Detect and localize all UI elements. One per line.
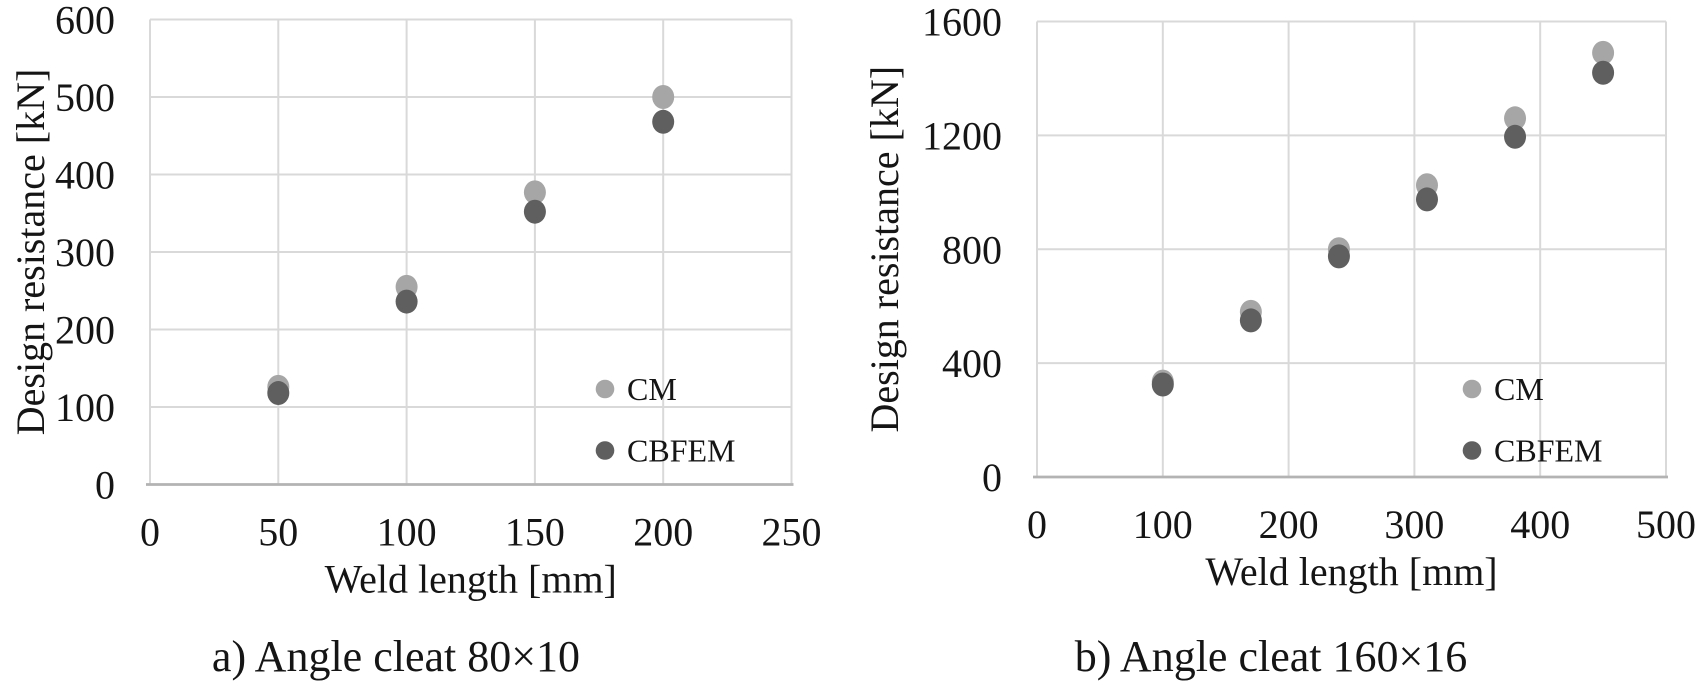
y-axis-title: Design resistance [kN] [8, 69, 53, 436]
legend-label-cm: CM [627, 371, 677, 407]
y-tick-label: 500 [55, 75, 115, 120]
y-tick-label: 100 [55, 385, 115, 430]
x-tick-label: 0 [140, 510, 160, 555]
y-tick-label: 600 [55, 0, 115, 43]
legend-marker-cm [595, 379, 615, 399]
data-point-cbfem [1592, 60, 1615, 85]
x-tick-label: 300 [1384, 502, 1444, 547]
data-point-cbfem [1327, 244, 1350, 269]
data-point-cbfem [267, 381, 290, 406]
data-point-cbfem [395, 289, 418, 314]
caption-chart-b: b) Angle cleat 160×16 [1074, 632, 1468, 681]
data-point-cbfem [1151, 372, 1174, 397]
data-point-cbfem [652, 109, 675, 134]
y-tick-label: 400 [55, 153, 115, 198]
x-tick-label: 200 [1259, 502, 1319, 547]
legend-label-cm: CM [1494, 371, 1544, 407]
legend-marker-cbfem [1462, 441, 1482, 460]
x-axis-title: Weld length [mm] [1205, 549, 1497, 594]
x-tick-label: 500 [1636, 502, 1696, 547]
data-point-cbfem [1415, 187, 1438, 212]
legend-label-cbfem: CBFEM [627, 433, 735, 469]
x-tick-label: 250 [762, 510, 822, 555]
y-tick-label: 400 [942, 341, 1002, 386]
y-tick-label: 300 [55, 230, 115, 275]
x-tick-label: 200 [633, 510, 693, 555]
legend-label-cbfem: CBFEM [1494, 433, 1602, 469]
legend-marker-cm [1462, 379, 1482, 399]
caption-chart-a: a) Angle cleat 80×10 [211, 632, 581, 681]
chart-angle-cleat-160x16: 0 100 200 300 400 500 0 400 800 1200 1600 Weld leng… [862, 0, 1696, 594]
y-tick-label: 1600 [922, 0, 1002, 45]
data-point-cbfem [1504, 124, 1527, 149]
data-point-cbfem [523, 199, 546, 224]
data-point-cm [1504, 106, 1527, 131]
y-tick-label: 0 [982, 455, 1002, 500]
data-point-cm [1592, 40, 1615, 65]
data-point-cm [523, 180, 546, 205]
y-axis-title: Design resistance [kN] [862, 66, 907, 433]
y-tick-label: 800 [942, 227, 1002, 272]
x-tick-label: 150 [505, 510, 565, 555]
y-tick-label: 0 [95, 463, 115, 508]
legend-marker-cbfem [595, 441, 615, 460]
y-tick-label: 1200 [922, 113, 1002, 158]
y-tick-label: 200 [55, 308, 115, 353]
x-tick-label: 0 [1027, 502, 1047, 547]
x-tick-label: 50 [258, 510, 298, 555]
x-axis-title: Weld length [mm] [325, 557, 617, 602]
data-point-cbfem [1239, 308, 1262, 333]
x-tick-label: 100 [1133, 502, 1193, 547]
data-point-cm [652, 85, 675, 109]
x-tick-label: 400 [1510, 502, 1570, 547]
x-tick-label: 100 [377, 510, 437, 555]
chart-angle-cleat-80x10: 0 50 100 150 200 250 0 100 200 300 400 500 600 Weld l… [8, 0, 822, 602]
